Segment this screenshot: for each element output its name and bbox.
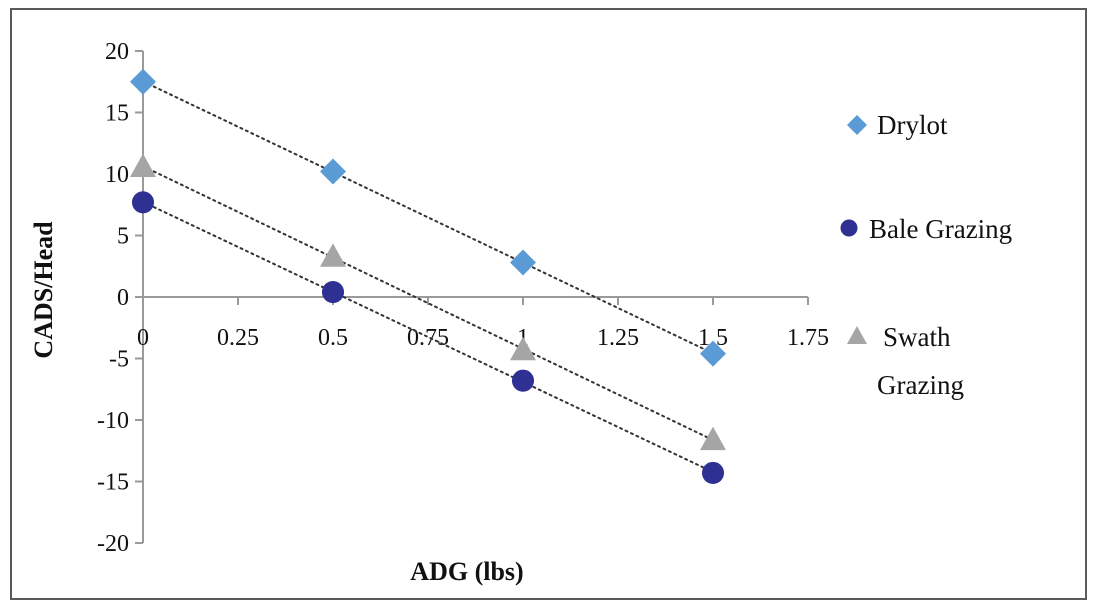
legend-label-swath-grazing: Grazing (877, 370, 964, 400)
trendline-drylot (142, 80, 714, 355)
y-axis-title: CADS/Head (29, 221, 58, 359)
point-bale-grazing (701, 461, 725, 484)
x-tick-label: 0 (137, 325, 149, 351)
legend-label-swath-grazing: Swath (883, 322, 951, 352)
legend-marker-bale-grazing (840, 219, 858, 237)
point-bale-grazing (321, 281, 345, 304)
legend-label-bale-grazing: Bale Grazing (869, 214, 1012, 244)
y-tick-label: -10 (97, 408, 129, 434)
trendlines (142, 80, 714, 474)
point-bale-grazing (131, 191, 155, 214)
point-swath-grazing (700, 426, 726, 451)
legend-marker-drylot (847, 115, 867, 135)
legend: Drylot Bale Grazing Swath Grazing (840, 110, 1012, 400)
x-tick-label: 0.25 (217, 325, 259, 351)
point-drylot (700, 340, 726, 367)
x-tick-label: 0.75 (407, 325, 449, 351)
y-tick-label: 5 (117, 224, 129, 250)
point-drylot (510, 249, 536, 276)
y-tick-label: 0 (117, 285, 129, 311)
y-tick-label: 20 (105, 39, 129, 65)
y-tick-label: -5 (109, 347, 129, 373)
tick-labels: 20151050-5-10-15-2000.250.50.7511.251.51… (97, 39, 829, 557)
x-axis-title: ADG (lbs) (410, 557, 523, 586)
point-swath-grazing (130, 153, 156, 178)
x-tick-label: 1.75 (787, 325, 829, 351)
x-tick-label: 0.5 (318, 325, 348, 351)
y-tick-label: 15 (105, 101, 129, 127)
point-drylot (320, 158, 346, 185)
y-tick-label: -20 (97, 531, 129, 557)
legend-marker-swath-grazing (847, 326, 867, 344)
point-swath-grazing (320, 243, 346, 267)
point-bale-grazing (511, 369, 535, 392)
y-tick-label: -15 (97, 470, 129, 496)
point-drylot (130, 68, 156, 95)
point-swath-grazing (510, 336, 536, 361)
data-points (130, 68, 726, 484)
y-tick-label: 10 (105, 162, 129, 188)
legend-label-drylot: Drylot (877, 110, 948, 140)
chart-frame (10, 8, 1087, 600)
x-tick-label: 1.25 (597, 325, 639, 351)
